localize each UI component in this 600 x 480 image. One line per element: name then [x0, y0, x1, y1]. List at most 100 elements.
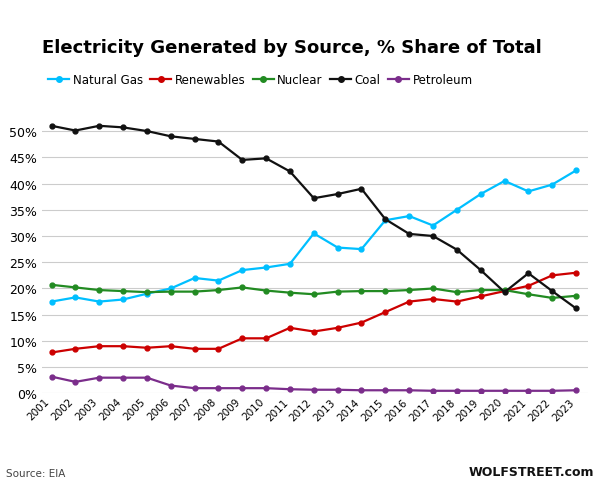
- Petroleum: [548, 388, 556, 394]
- Coal: [191, 137, 198, 143]
- Coal: [548, 288, 556, 294]
- Renewables: [501, 288, 508, 294]
- Coal: [406, 231, 413, 237]
- Petroleum: [406, 387, 413, 393]
- Petroleum: [263, 385, 270, 391]
- Natural Gas: [95, 299, 103, 305]
- Renewables: [406, 299, 413, 305]
- Text: Electricity Generated by Source, % Share of Total: Electricity Generated by Source, % Share…: [42, 39, 542, 57]
- Nuclear: [334, 289, 341, 295]
- Renewables: [119, 344, 127, 349]
- Renewables: [548, 273, 556, 279]
- Nuclear: [548, 295, 556, 301]
- Nuclear: [119, 288, 127, 294]
- Line: Petroleum: Petroleum: [49, 374, 578, 394]
- Natural Gas: [215, 278, 222, 284]
- Natural Gas: [48, 299, 55, 305]
- Natural Gas: [525, 189, 532, 195]
- Petroleum: [310, 387, 317, 393]
- Coal: [572, 306, 580, 312]
- Nuclear: [143, 289, 151, 295]
- Natural Gas: [286, 262, 293, 267]
- Nuclear: [501, 288, 508, 293]
- Nuclear: [572, 293, 580, 299]
- Nuclear: [95, 288, 103, 293]
- Petroleum: [358, 387, 365, 393]
- Natural Gas: [310, 231, 317, 237]
- Natural Gas: [191, 276, 198, 281]
- Text: WOLFSTREET.com: WOLFSTREET.com: [469, 465, 594, 478]
- Coal: [143, 129, 151, 135]
- Petroleum: [382, 387, 389, 393]
- Petroleum: [334, 387, 341, 393]
- Nuclear: [263, 288, 270, 294]
- Coal: [286, 169, 293, 175]
- Natural Gas: [406, 214, 413, 219]
- Renewables: [572, 270, 580, 276]
- Text: Source: EIA: Source: EIA: [6, 468, 65, 478]
- Coal: [239, 158, 246, 164]
- Line: Nuclear: Nuclear: [49, 283, 578, 301]
- Coal: [48, 124, 55, 130]
- Renewables: [167, 344, 175, 349]
- Nuclear: [525, 292, 532, 298]
- Renewables: [48, 350, 55, 356]
- Natural Gas: [453, 207, 460, 213]
- Nuclear: [453, 289, 460, 295]
- Petroleum: [453, 388, 460, 394]
- Natural Gas: [119, 297, 127, 303]
- Renewables: [358, 320, 365, 326]
- Renewables: [143, 345, 151, 351]
- Natural Gas: [572, 168, 580, 174]
- Renewables: [477, 294, 484, 300]
- Nuclear: [358, 288, 365, 294]
- Line: Coal: Coal: [49, 124, 578, 311]
- Coal: [119, 125, 127, 131]
- Coal: [477, 268, 484, 274]
- Coal: [382, 217, 389, 223]
- Coal: [430, 234, 437, 240]
- Nuclear: [477, 288, 484, 293]
- Nuclear: [310, 292, 317, 298]
- Renewables: [453, 299, 460, 305]
- Nuclear: [286, 290, 293, 296]
- Coal: [167, 134, 175, 140]
- Renewables: [72, 346, 79, 352]
- Natural Gas: [239, 268, 246, 274]
- Nuclear: [406, 288, 413, 293]
- Coal: [263, 156, 270, 162]
- Petroleum: [143, 375, 151, 381]
- Line: Natural Gas: Natural Gas: [49, 168, 578, 304]
- Renewables: [191, 346, 198, 352]
- Renewables: [430, 297, 437, 302]
- Petroleum: [215, 385, 222, 391]
- Petroleum: [477, 388, 484, 394]
- Coal: [310, 196, 317, 202]
- Natural Gas: [72, 295, 79, 300]
- Renewables: [525, 283, 532, 289]
- Coal: [453, 247, 460, 253]
- Petroleum: [72, 379, 79, 385]
- Natural Gas: [382, 218, 389, 224]
- Renewables: [310, 329, 317, 335]
- Natural Gas: [167, 286, 175, 292]
- Natural Gas: [263, 265, 270, 271]
- Renewables: [263, 336, 270, 341]
- Petroleum: [48, 374, 55, 380]
- Petroleum: [191, 385, 198, 391]
- Natural Gas: [358, 247, 365, 252]
- Nuclear: [48, 282, 55, 288]
- Natural Gas: [501, 179, 508, 184]
- Renewables: [382, 310, 389, 315]
- Coal: [95, 124, 103, 130]
- Renewables: [215, 346, 222, 352]
- Nuclear: [430, 286, 437, 292]
- Petroleum: [501, 388, 508, 394]
- Petroleum: [572, 387, 580, 393]
- Coal: [501, 289, 508, 295]
- Petroleum: [525, 388, 532, 394]
- Coal: [334, 192, 341, 197]
- Legend: Natural Gas, Renewables, Nuclear, Coal, Petroleum: Natural Gas, Renewables, Nuclear, Coal, …: [48, 74, 473, 87]
- Natural Gas: [477, 192, 484, 197]
- Petroleum: [167, 383, 175, 389]
